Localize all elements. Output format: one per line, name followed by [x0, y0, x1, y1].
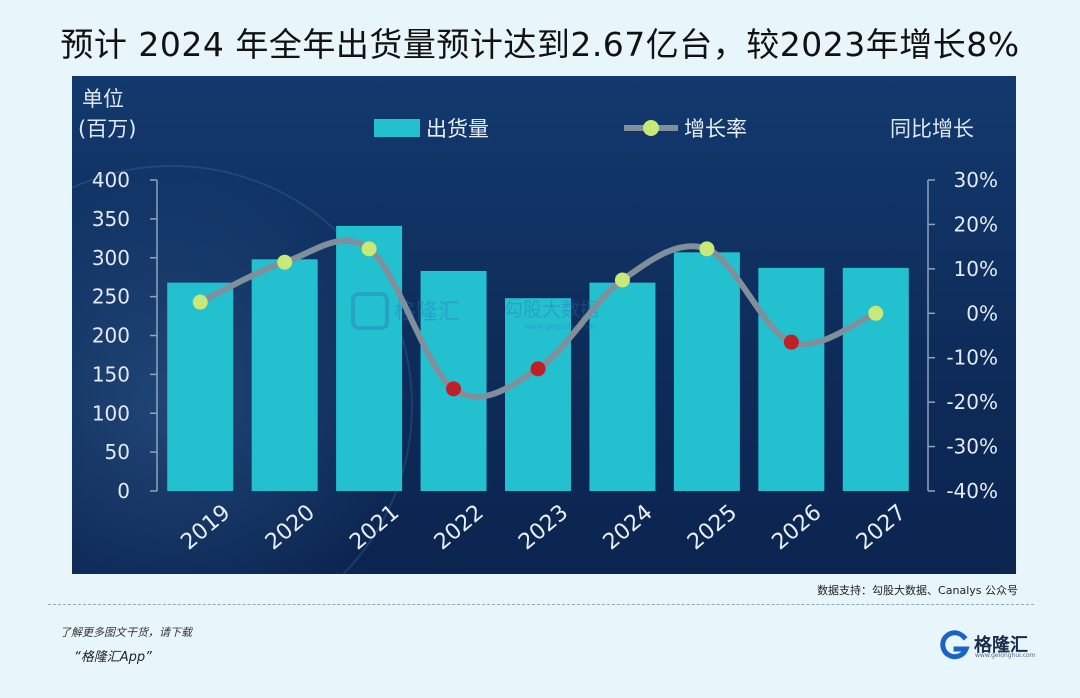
right-axis-tick-label: 10% [954, 257, 998, 281]
promo-app-name[interactable]: “格隆汇App” [74, 650, 152, 665]
left-axis-title-line1: 单位 [82, 87, 124, 111]
right-axis-tick-label: -30% [946, 435, 998, 459]
right-axis-tick-label: 0% [966, 301, 998, 325]
bar-2023 [505, 298, 571, 491]
right-axis-tick-label: 20% [954, 212, 998, 236]
brand-logo-url: www.gelonghui.com [975, 652, 1036, 659]
growth-point-2027 [868, 305, 884, 321]
growth-point-2022 [446, 381, 462, 397]
source-note: 数据支持：勾股大数据、Canalys 公众号 [817, 584, 1018, 597]
right-axis-tick-label: 30% [954, 168, 998, 192]
left-axis-tick-label: 150 [92, 362, 130, 386]
bar-2027 [842, 267, 909, 491]
left-axis-tick-label: 400 [92, 168, 130, 192]
x-axis-label-2027: 2027 [852, 500, 911, 555]
legend-bar-label: 出货量 [426, 117, 489, 141]
watermark-logo-icon [351, 292, 389, 330]
bars [167, 225, 909, 491]
right-axis-tick-label: -20% [946, 390, 998, 414]
right-axis-title: 同比增长 [890, 117, 974, 141]
bar-2020 [251, 259, 318, 491]
legend-line-dot [643, 120, 659, 136]
watermark-url: www.goguda.com [524, 322, 595, 331]
growth-point-2021 [361, 241, 377, 257]
brand-logo: 格隆汇 www.gelonghui.com [938, 628, 1038, 662]
x-axis-label-2026: 2026 [768, 500, 827, 555]
growth-point-2023 [530, 361, 546, 377]
bar-2019 [167, 282, 234, 491]
chart-svg: 0 50 100 150 200 250 300 350 400 -40% -30% -20% -10%… [72, 87, 998, 574]
growth-point-2024 [614, 272, 630, 288]
left-axis-tick-label: 0 [117, 479, 130, 503]
growth-line [192, 237, 884, 400]
left-axis-tick-label: 100 [92, 401, 130, 425]
bar-2026 [758, 267, 825, 491]
legend-line-label: 增长率 [684, 117, 747, 141]
g-logo-icon [940, 630, 970, 660]
chart: 0 50 100 150 200 250 300 350 400 -40% -30% -20% -10%… [72, 76, 1016, 574]
left-axis-tick-label: 200 [92, 324, 130, 348]
x-axis-label-2023: 2023 [514, 500, 573, 555]
bar-2024 [589, 282, 656, 491]
growth-point-2026 [783, 334, 799, 350]
left-axis-tick-label: 250 [92, 285, 130, 309]
legend: 出货量 增长率 [374, 117, 747, 141]
divider [48, 604, 1034, 605]
bar-2022 [420, 270, 487, 491]
x-axis-label-2025: 2025 [683, 500, 742, 555]
page-title: 预计 2024 年全年出货量预计达到2.67亿台，较2023年增长8% [60, 25, 1020, 64]
bar-2021 [336, 225, 403, 491]
bar-2025 [673, 252, 740, 491]
brand-logo-name: 格隆汇 [974, 635, 1028, 656]
promo-line-1: 了解更多图文干货，请下载 [60, 626, 192, 639]
legend-bar-swatch [374, 119, 420, 137]
axes: 0 50 100 150 200 250 300 350 400 -40% -30% -20% -10%… [92, 168, 998, 503]
background-arc [72, 165, 413, 574]
x-axis-label-2024: 2024 [599, 500, 658, 555]
watermark-right: 勾股大数据 [504, 299, 599, 321]
growth-point-2020 [277, 254, 293, 270]
left-axis-title-line2: (百万) [78, 117, 136, 141]
right-axis-tick-label: -40% [946, 479, 998, 503]
growth-point-2025 [699, 241, 715, 257]
x-axis-label-2022: 2022 [430, 500, 489, 555]
right-axis-tick-label: -10% [946, 346, 998, 370]
left-axis-tick-label: 50 [105, 440, 130, 464]
growth-point-2019 [192, 294, 208, 310]
left-axis-tick-label: 300 [92, 246, 130, 270]
left-axis-tick-label: 350 [92, 207, 130, 231]
watermark: 格隆汇 勾股大数据 www.goguda.com [351, 292, 599, 331]
